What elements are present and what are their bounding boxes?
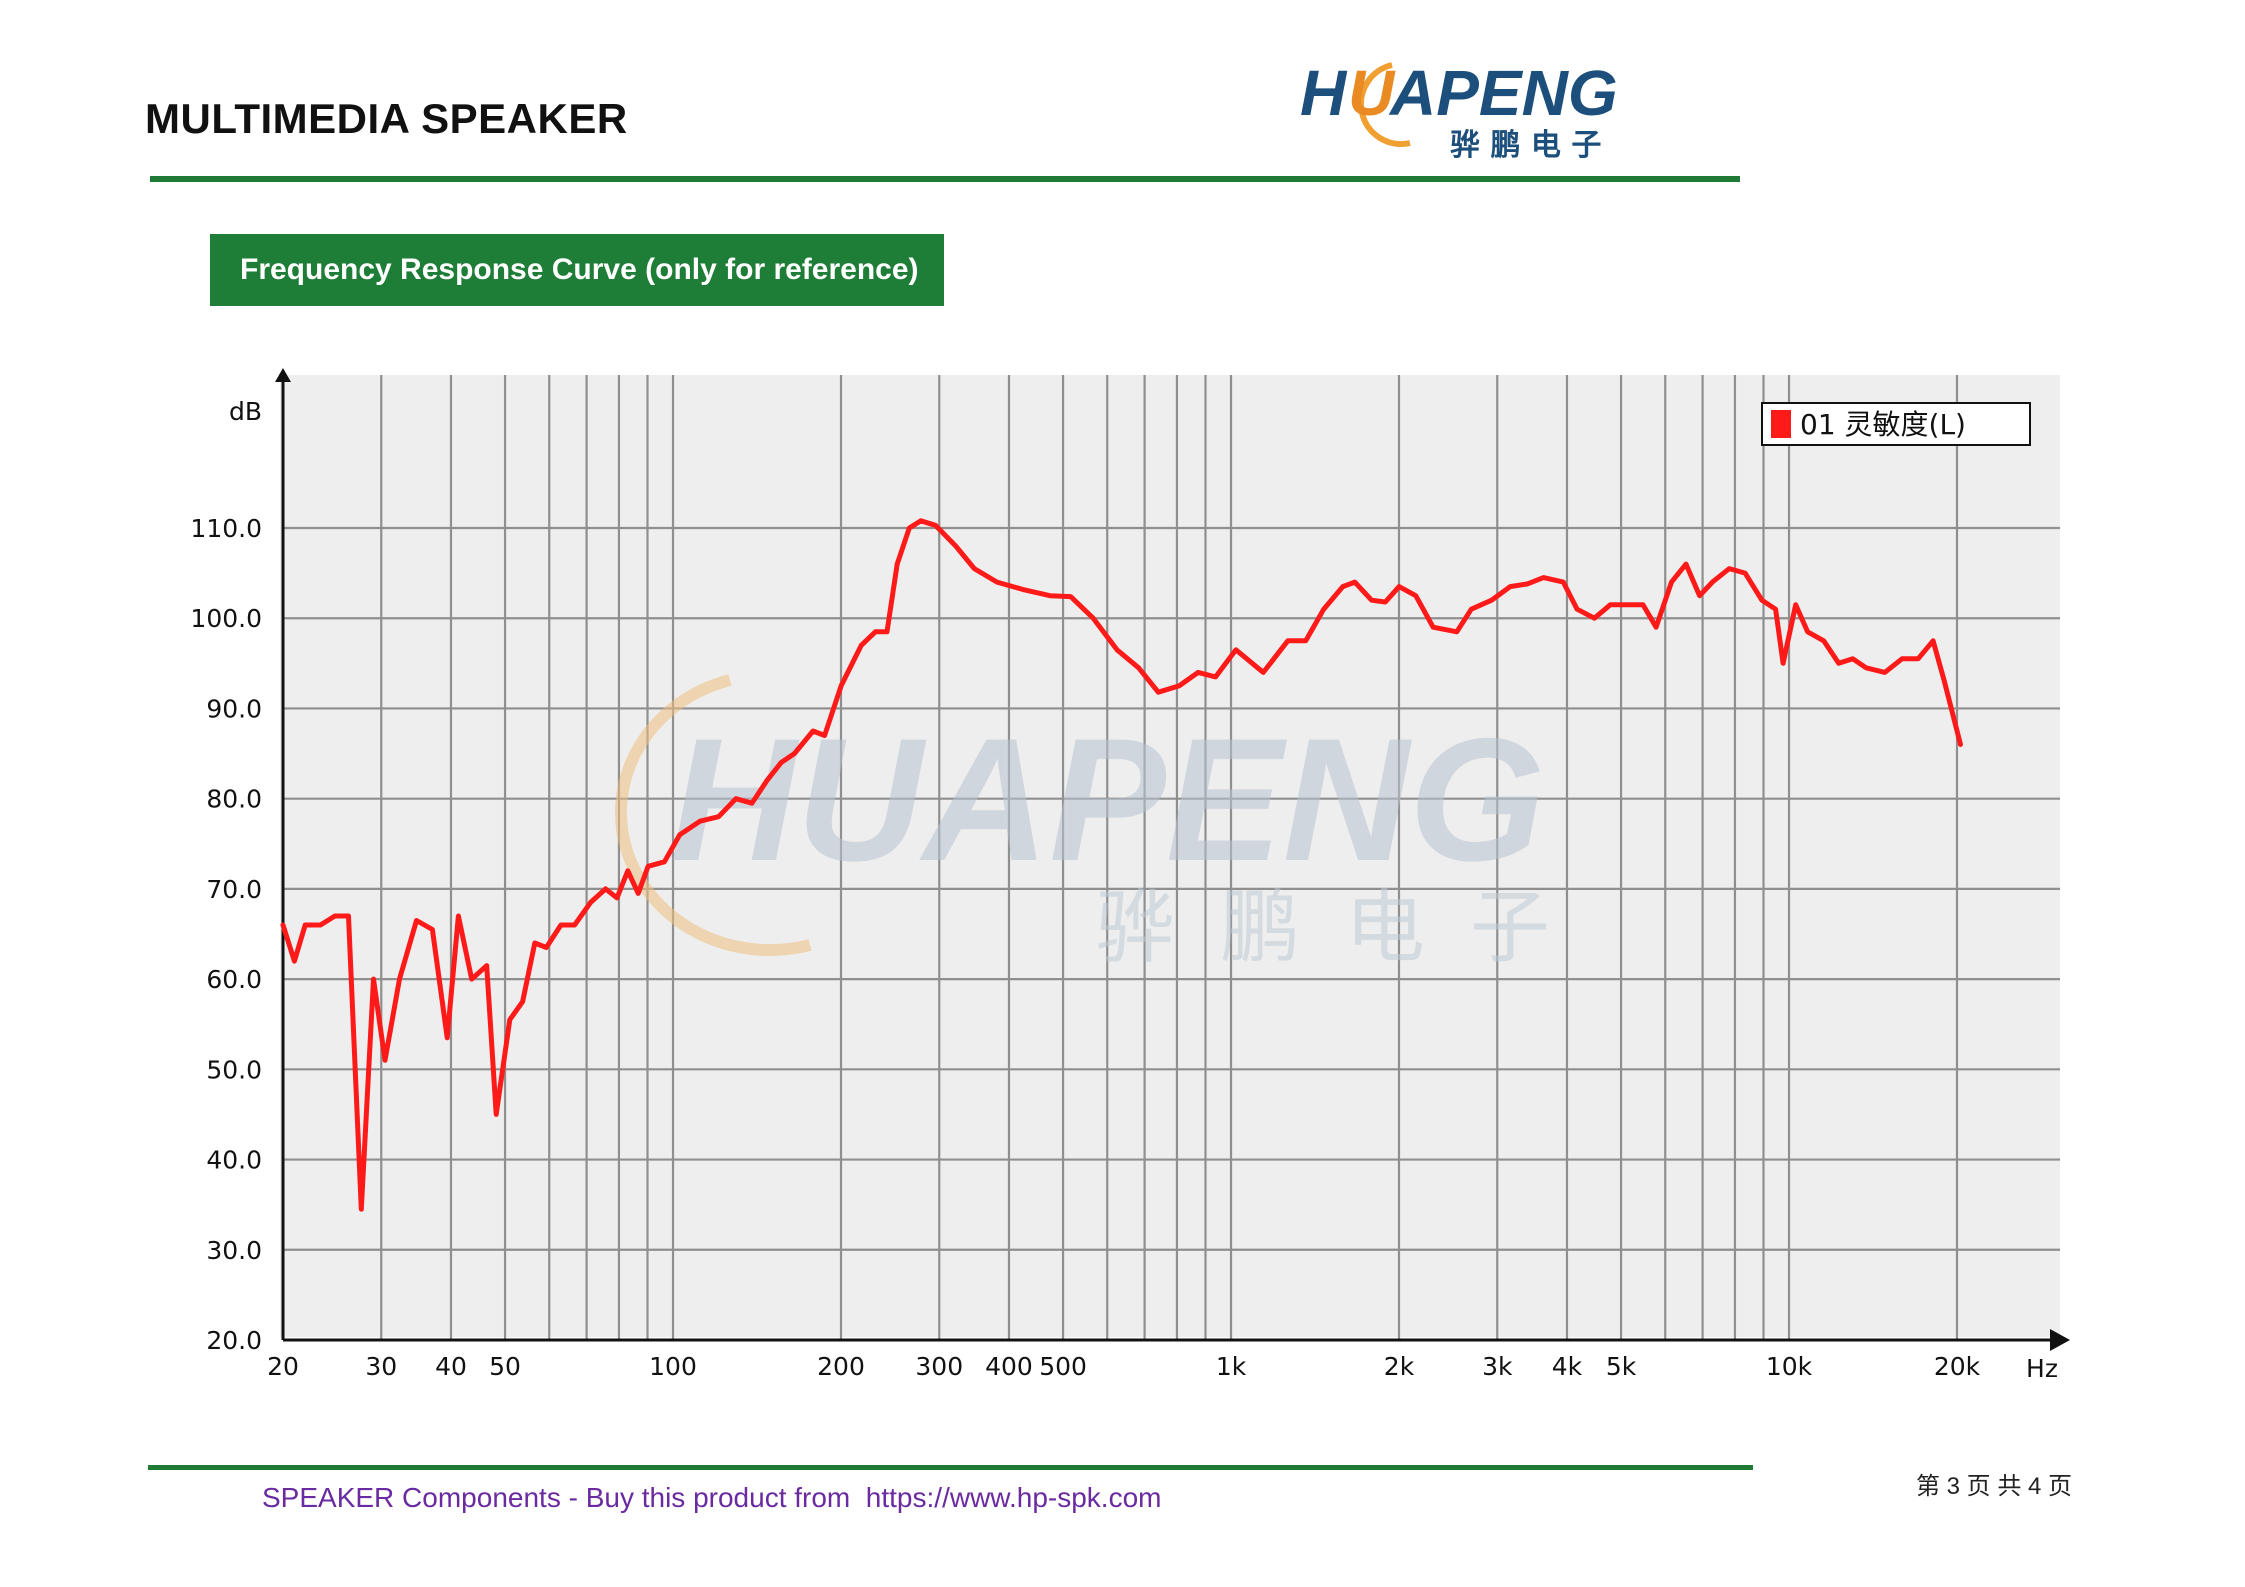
y-tick-label: 40.0 — [206, 1146, 262, 1175]
x-axis-label: Hz — [2026, 1354, 2058, 1383]
frequency-response-chart: HUAPENG 骅鹏电子 110.0 100.0 90.0 80.0 70.0 60.0 5… — [190, 368, 2070, 1383]
x-tick-label: 200 — [817, 1352, 865, 1381]
watermark: HUAPENG 骅鹏电子 — [615, 674, 1595, 974]
x-tick-label: 10k — [1766, 1352, 1813, 1381]
y-tick-label: 80.0 — [206, 785, 262, 814]
y-tick-label: 30.0 — [206, 1236, 262, 1265]
x-axis-arrow — [2050, 1329, 2070, 1351]
document-title: MULTIMEDIA SPEAKER — [145, 95, 628, 142]
svg-text:H: H — [1300, 57, 1348, 129]
section-heading: Frequency Response Curve (only for refer… — [210, 234, 944, 306]
x-tick-label: 400 — [985, 1352, 1033, 1381]
svg-text:骅鹏电子: 骅鹏电子 — [1095, 881, 1595, 974]
y-tick-label: 100.0 — [190, 604, 262, 633]
huapeng-logo: H U APENG 骅 鹏 电 子 — [1300, 57, 1618, 163]
x-tick-label: 30 — [365, 1352, 397, 1381]
x-tick-label: 20 — [267, 1352, 299, 1381]
svg-text:骅 鹏 电 子: 骅 鹏 电 子 — [1450, 128, 1601, 163]
x-tick-label: 4k — [1552, 1352, 1583, 1381]
y-tick-label: 50.0 — [206, 1055, 262, 1084]
y-tick-label: 20.0 — [206, 1326, 262, 1355]
y-axis-label: dB — [229, 397, 262, 426]
series-line — [280, 518, 1963, 1212]
page-number: 第 3 页 共 4 页 — [1916, 1473, 2073, 1500]
data-series — [280, 518, 1963, 1212]
x-tick-label: 1k — [1216, 1352, 1247, 1381]
svg-text:APENG: APENG — [1388, 57, 1618, 129]
header-divider — [150, 176, 1740, 182]
svg-text:HUAPENG: HUAPENG — [670, 703, 1545, 898]
x-tick-label: 2k — [1384, 1352, 1415, 1381]
footer-store-link[interactable]: SPEAKER Components - Buy this product fr… — [262, 1482, 1162, 1513]
svg-text:U: U — [1348, 57, 1396, 129]
y-tick-label: 60.0 — [206, 965, 262, 994]
axes — [275, 368, 2070, 1351]
x-tick-label: 3k — [1482, 1352, 1513, 1381]
x-tick-label: 50 — [489, 1352, 521, 1381]
x-tick-label: 100 — [649, 1352, 697, 1381]
x-tick-label: 5k — [1606, 1352, 1637, 1381]
x-tick-label: 40 — [435, 1352, 467, 1381]
x-tick-label: 300 — [915, 1352, 963, 1381]
legend-box — [1761, 402, 2031, 446]
y-tick-label: 110.0 — [190, 514, 262, 543]
y-axis-arrow — [275, 368, 291, 382]
x-tick-label: 20k — [1934, 1352, 1981, 1381]
footer-divider — [148, 1465, 1753, 1470]
x-tick-label: 500 — [1039, 1352, 1087, 1381]
legend-label: 01 灵敏度(L) — [1800, 408, 1966, 441]
y-tick-label: 90.0 — [206, 694, 262, 723]
grid-lines — [283, 375, 2060, 1342]
chart-legend: 01 灵敏度(L) — [1761, 402, 2031, 446]
y-tick-label: 70.0 — [206, 875, 262, 904]
tick-labels: 110.0 100.0 90.0 80.0 70.0 60.0 50.0 40.0 30.0 20… — [190, 397, 2058, 1383]
legend-swatch — [1771, 410, 1791, 438]
